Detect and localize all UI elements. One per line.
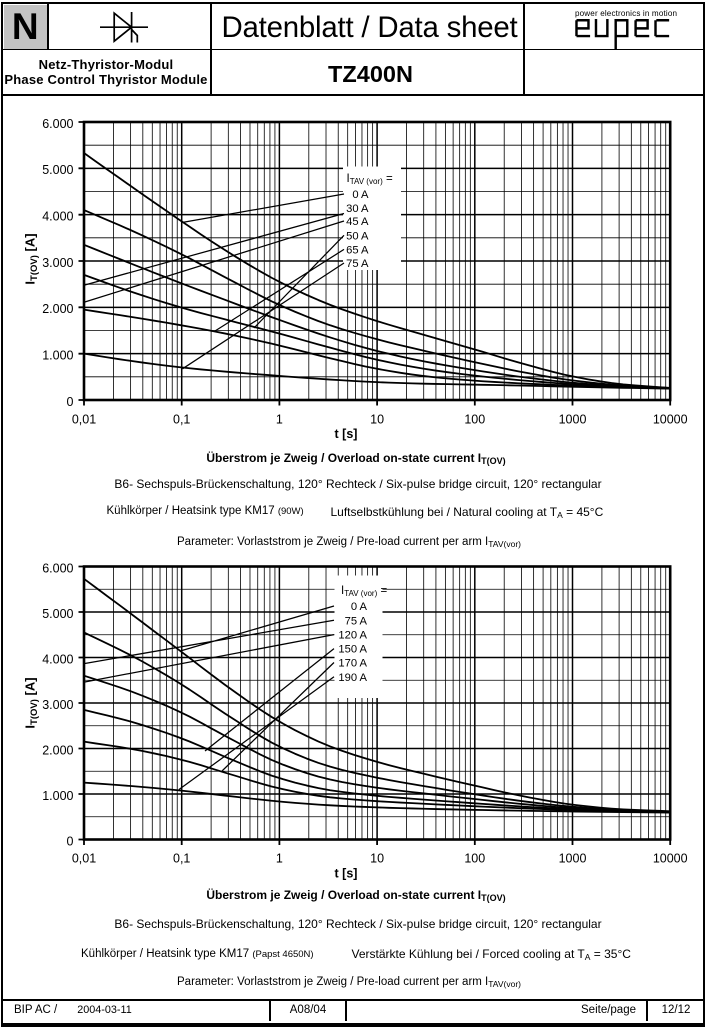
svg-text:30 A: 30 A bbox=[346, 203, 369, 215]
svg-text:5.000: 5.000 bbox=[42, 607, 73, 621]
svg-text:10: 10 bbox=[370, 413, 384, 427]
svg-text:65 A: 65 A bbox=[346, 245, 369, 257]
svg-text:0,01: 0,01 bbox=[72, 413, 96, 427]
svg-text:4.000: 4.000 bbox=[42, 210, 73, 224]
svg-text:0,1: 0,1 bbox=[173, 852, 190, 866]
svg-text:6.000: 6.000 bbox=[42, 117, 73, 131]
svg-text:0: 0 bbox=[67, 395, 74, 409]
svg-text:100: 100 bbox=[464, 413, 485, 427]
svg-text:1.000: 1.000 bbox=[42, 789, 73, 803]
svg-text:100: 100 bbox=[464, 852, 485, 866]
svg-text:2.000: 2.000 bbox=[42, 302, 73, 316]
svg-text:6.000: 6.000 bbox=[42, 561, 73, 575]
svg-text:t [s]: t [s] bbox=[335, 867, 358, 881]
svg-text:0,01: 0,01 bbox=[72, 852, 96, 866]
svg-text:4.000: 4.000 bbox=[42, 652, 73, 666]
svg-text:1.000: 1.000 bbox=[42, 349, 73, 363]
svg-text:75 A: 75 A bbox=[345, 615, 368, 627]
svg-text:10000: 10000 bbox=[653, 852, 688, 866]
svg-text:120 A: 120 A bbox=[338, 630, 367, 642]
svg-text:150 A: 150 A bbox=[338, 644, 367, 656]
svg-text:ITAV (vor) =: ITAV (vor) = bbox=[347, 173, 393, 186]
svg-text:190 A: 190 A bbox=[338, 672, 367, 684]
svg-text:1000: 1000 bbox=[559, 413, 587, 427]
svg-text:75 A: 75 A bbox=[346, 258, 369, 270]
svg-text:1000: 1000 bbox=[559, 852, 587, 866]
svg-text:3.000: 3.000 bbox=[42, 256, 73, 270]
svg-text:50 A: 50 A bbox=[346, 230, 369, 242]
svg-text:0,1: 0,1 bbox=[173, 413, 190, 427]
svg-text:1: 1 bbox=[276, 413, 283, 427]
svg-text:ITAV (vor) =: ITAV (vor) = bbox=[341, 585, 387, 598]
svg-text:5.000: 5.000 bbox=[42, 163, 73, 177]
svg-text:170 A: 170 A bbox=[338, 658, 367, 670]
svg-text:2.000: 2.000 bbox=[42, 743, 73, 757]
svg-text:t [s]: t [s] bbox=[335, 427, 358, 441]
svg-text:3.000: 3.000 bbox=[42, 698, 73, 712]
svg-text:1: 1 bbox=[276, 852, 283, 866]
svg-text:45 A: 45 A bbox=[346, 216, 369, 228]
svg-text:IT(OV) [A]: IT(OV) [A] bbox=[23, 677, 41, 728]
svg-text:0: 0 bbox=[67, 834, 74, 848]
svg-text:IT(OV) [A]: IT(OV) [A] bbox=[23, 233, 41, 284]
svg-text:10000: 10000 bbox=[653, 413, 688, 427]
svg-text:0 A: 0 A bbox=[352, 189, 369, 201]
svg-text:10: 10 bbox=[370, 852, 384, 866]
svg-text:0 A: 0 A bbox=[351, 601, 368, 613]
